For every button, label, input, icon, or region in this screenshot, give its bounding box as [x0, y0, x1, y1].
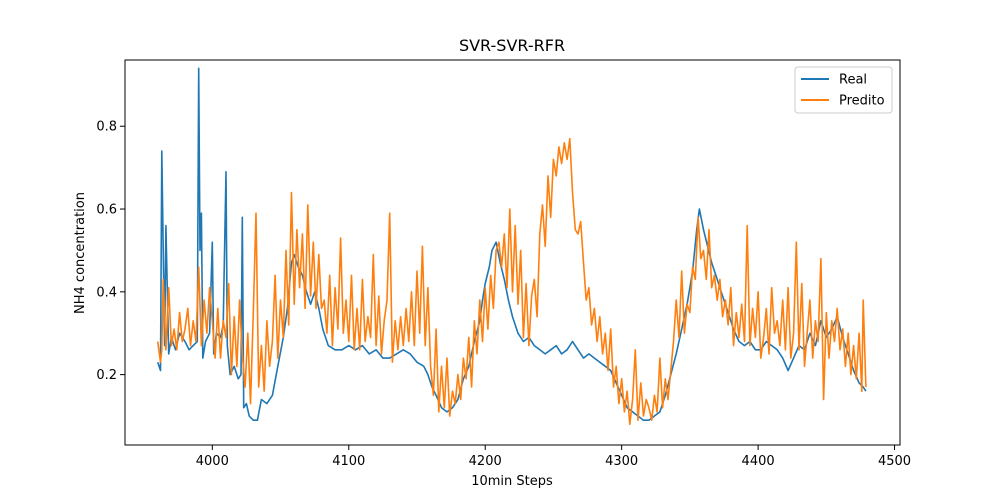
series-line-predito	[156, 137, 867, 426]
y-tick-label: 0.2	[96, 368, 117, 383]
x-tick-label: 4000	[196, 454, 229, 469]
legend: Real Predito	[794, 66, 893, 114]
x-tick-label: 4300	[605, 454, 638, 469]
y-tick-label: 0.6	[96, 203, 117, 218]
y-tick-label: 0.4	[96, 285, 117, 300]
x-axis-label: 10min Steps	[471, 474, 553, 489]
legend-label-predito: Predito	[839, 94, 885, 109]
x-tick-label: 4100	[332, 454, 365, 469]
x-tick-label: 4500	[878, 454, 911, 469]
x-axis: 4000 4100 4200 4300 4400 4500	[196, 445, 911, 469]
series-layer	[156, 67, 867, 426]
y-axis-label: NH4 concentration	[73, 192, 88, 314]
chart-title: SVR-SVR-RFR	[459, 36, 565, 55]
axes-frame	[124, 59, 901, 446]
y-tick-label: 0.8	[96, 120, 117, 135]
x-tick-label: 4400	[742, 454, 775, 469]
y-axis: 0.2 0.4 0.6 0.8	[96, 120, 125, 383]
x-tick-label: 4200	[469, 454, 502, 469]
legend-label-real: Real	[839, 73, 867, 88]
